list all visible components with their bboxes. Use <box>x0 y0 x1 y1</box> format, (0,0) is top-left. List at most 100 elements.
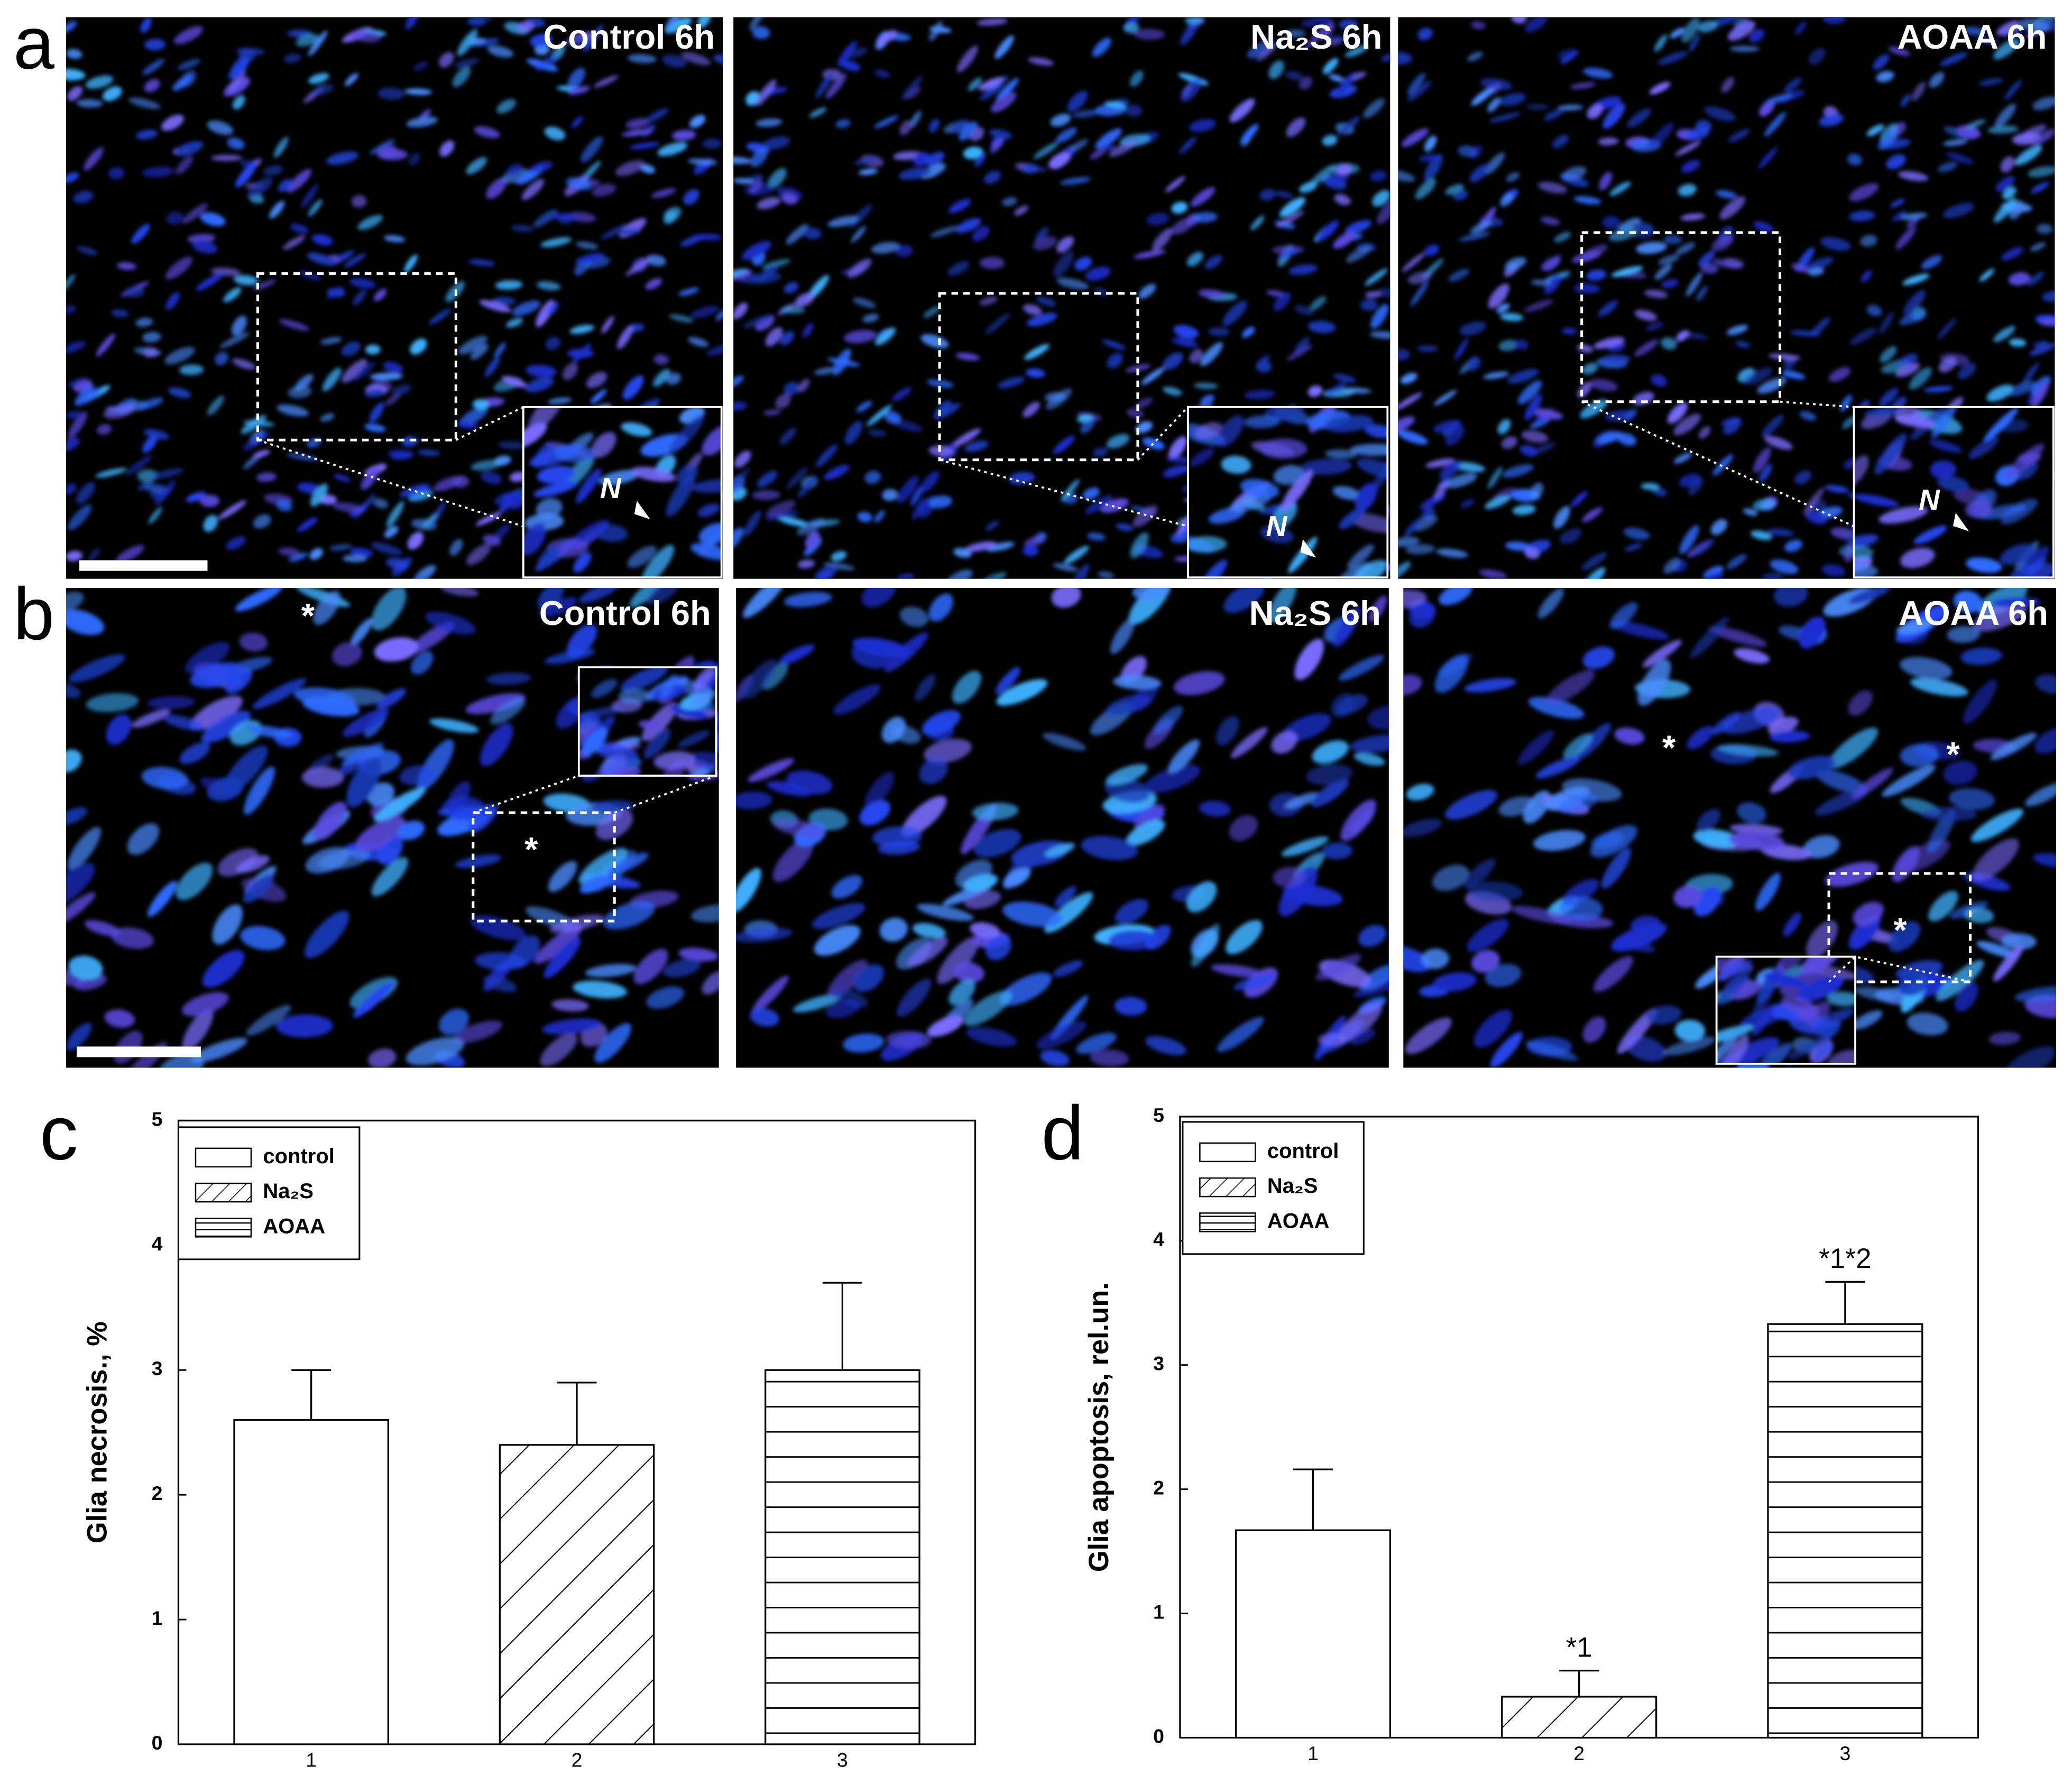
cell <box>135 317 153 327</box>
cell <box>473 399 489 410</box>
cell <box>140 17 152 33</box>
cell <box>127 823 160 855</box>
cell <box>743 588 787 618</box>
cell <box>1434 481 1448 500</box>
y-tick-label: 2 <box>1153 1477 1164 1499</box>
cell <box>1755 1043 1792 1064</box>
cell <box>1609 602 1638 629</box>
cell <box>1903 290 1926 316</box>
cell <box>361 467 380 490</box>
cell <box>567 624 597 658</box>
cell <box>1761 415 1784 437</box>
cell <box>1138 283 1156 299</box>
cell <box>1720 1035 1749 1064</box>
legend-swatch <box>195 1182 252 1203</box>
cell <box>1507 369 1539 384</box>
cell <box>1338 1002 1383 1042</box>
cell <box>371 542 403 555</box>
cell <box>1767 716 1799 735</box>
cell <box>1987 125 2019 134</box>
cell <box>657 142 688 157</box>
cell <box>1165 176 1185 192</box>
cell <box>526 364 557 378</box>
cell <box>1866 124 1884 136</box>
cell <box>1294 305 1314 316</box>
cell <box>479 300 511 312</box>
cell <box>1309 165 1336 187</box>
cell <box>66 411 82 419</box>
cell <box>1171 337 1198 347</box>
cell <box>996 667 1020 695</box>
cell <box>1688 477 1703 495</box>
cell <box>1024 536 1044 546</box>
cell <box>2019 18 2050 32</box>
cell <box>512 300 541 316</box>
cell <box>76 482 95 504</box>
image-title: Control 6h <box>539 594 711 632</box>
cell <box>384 235 406 243</box>
cell <box>1301 17 1333 27</box>
cell <box>1025 368 1045 378</box>
y-tick-label: 0 <box>152 1732 163 1754</box>
error-bar <box>291 1369 331 1420</box>
cell <box>640 164 656 174</box>
cell <box>1256 355 1270 368</box>
legend-swatch <box>1199 1142 1256 1163</box>
cell <box>687 158 718 165</box>
cell <box>66 807 88 826</box>
x-tick-label: 2 <box>572 1749 583 1771</box>
cell <box>797 518 825 535</box>
cell <box>1525 17 1547 32</box>
cell <box>1467 356 1481 371</box>
cell <box>1365 291 1382 298</box>
cell <box>1797 1004 1820 1021</box>
nucleus-label: N <box>600 472 622 504</box>
cell <box>131 224 150 244</box>
cell <box>115 545 144 564</box>
cell <box>1398 416 1415 432</box>
cell <box>572 116 583 128</box>
cell <box>579 875 610 894</box>
cell <box>1131 683 1158 711</box>
cell <box>1860 235 1877 247</box>
cell <box>766 781 812 796</box>
cell <box>593 743 639 761</box>
cell <box>1028 57 1054 66</box>
cell <box>1409 602 1435 628</box>
cell <box>282 235 306 250</box>
cell <box>1679 525 1699 554</box>
cell <box>1114 997 1147 1016</box>
cell <box>1937 318 1956 339</box>
cell <box>336 253 352 261</box>
cell <box>1517 730 1554 765</box>
cell <box>1582 507 1603 522</box>
cell <box>1499 93 1526 106</box>
cell <box>349 278 376 289</box>
cells <box>733 17 1390 579</box>
cell <box>1485 964 1522 987</box>
cell <box>1816 769 1867 794</box>
cell <box>1415 178 1436 200</box>
cell <box>1852 768 1893 799</box>
cell <box>1784 539 1802 553</box>
cell <box>689 751 716 772</box>
cell <box>1691 539 1716 557</box>
cell <box>1988 1032 2021 1045</box>
cell <box>165 256 193 280</box>
cell <box>1582 363 1598 375</box>
cell <box>607 852 649 875</box>
cell <box>207 395 225 416</box>
cell <box>690 904 719 923</box>
cell <box>1071 564 1090 579</box>
cell <box>839 60 861 71</box>
cell <box>305 910 349 959</box>
arrowhead <box>1953 512 1969 531</box>
cell <box>290 224 309 234</box>
cell <box>1024 344 1050 360</box>
cell <box>955 353 980 361</box>
scale-bar <box>79 560 208 571</box>
cell <box>1284 792 1320 809</box>
cell <box>643 729 671 759</box>
cell <box>67 377 87 387</box>
cell <box>907 937 948 967</box>
